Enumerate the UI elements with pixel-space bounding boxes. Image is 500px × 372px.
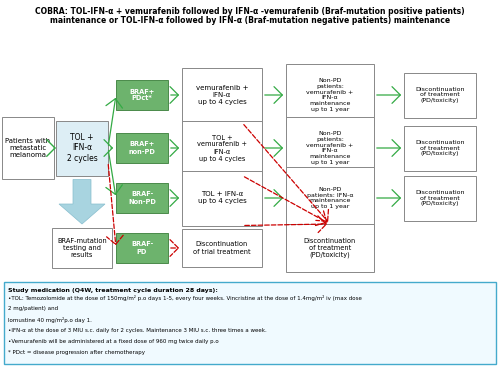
FancyBboxPatch shape [116, 233, 168, 263]
FancyBboxPatch shape [286, 64, 374, 126]
Text: Discontinuation
of treatment
(PD/toxicity): Discontinuation of treatment (PD/toxicit… [304, 238, 356, 258]
Text: TOL + IFN-α
up to 4 cycles: TOL + IFN-α up to 4 cycles [198, 192, 246, 205]
FancyBboxPatch shape [182, 229, 262, 267]
Text: BRAF-mutation
testing and
results: BRAF-mutation testing and results [57, 238, 107, 258]
Text: lomustine 40 mg/m²p.o day 1.: lomustine 40 mg/m²p.o day 1. [8, 317, 92, 323]
Text: BRAF+
PDct*: BRAF+ PDct* [130, 89, 154, 102]
FancyBboxPatch shape [116, 183, 168, 213]
Text: COBRA: TOL-IFN-α + vemurafenib followed by IFN-α -vemurafenib (Braf-mutation pos: COBRA: TOL-IFN-α + vemurafenib followed … [35, 7, 465, 16]
FancyBboxPatch shape [404, 125, 476, 170]
Text: Discontinuation
of trial treatment: Discontinuation of trial treatment [193, 241, 251, 254]
Text: Non-PD
patients:
vemurafenib +
IFN-α
maintenance
up to 1 year: Non-PD patients: vemurafenib + IFN-α mai… [306, 78, 354, 112]
Text: Discontinuation
of treatment
(PD/toxicity): Discontinuation of treatment (PD/toxicit… [415, 190, 465, 206]
FancyBboxPatch shape [286, 224, 374, 272]
FancyBboxPatch shape [404, 176, 476, 221]
Text: TOL +
vemurafenib +
IFN-α
up to 4 cycles: TOL + vemurafenib + IFN-α up to 4 cycles [197, 135, 247, 161]
FancyBboxPatch shape [4, 282, 496, 364]
Text: Discontinuation
of treatment
(PD/toxicity): Discontinuation of treatment (PD/toxicit… [415, 87, 465, 103]
FancyBboxPatch shape [404, 73, 476, 118]
Text: Non-PD
patients: IFN-α
maintenance
up to 1 year: Non-PD patients: IFN-α maintenance up to… [307, 187, 353, 209]
Text: TOL +
IFN-α
2 cycles: TOL + IFN-α 2 cycles [66, 133, 98, 163]
Text: Discontinuation
of treatment
(PD/toxicity): Discontinuation of treatment (PD/toxicit… [415, 140, 465, 156]
FancyBboxPatch shape [182, 67, 262, 122]
FancyBboxPatch shape [286, 167, 374, 229]
Text: vemurafenib +
IFN-α
up to 4 cycles: vemurafenib + IFN-α up to 4 cycles [196, 85, 248, 105]
FancyBboxPatch shape [286, 117, 374, 179]
FancyBboxPatch shape [182, 121, 262, 176]
Text: BRAF+
non-PD: BRAF+ non-PD [128, 141, 156, 154]
Polygon shape [59, 180, 105, 224]
Text: BRAF-
PD: BRAF- PD [131, 241, 153, 254]
FancyBboxPatch shape [116, 80, 168, 110]
Text: maintenance or TOL-IFN-α followed by IFN-α (Braf-mutation negative patients) mai: maintenance or TOL-IFN-α followed by IFN… [50, 16, 450, 25]
Text: •IFN-α at the dose of 3 MIU s.c. daily for 2 cycles. Maintenance 3 MIU s.c. thre: •IFN-α at the dose of 3 MIU s.c. daily f… [8, 328, 267, 333]
Text: Patients with
metastatic
melanoma: Patients with metastatic melanoma [6, 138, 51, 158]
Text: •TOL: Temozolomide at the dose of 150mg/m² p.o days 1-5, every four weeks. Vincr: •TOL: Temozolomide at the dose of 150mg/… [8, 295, 362, 301]
FancyBboxPatch shape [56, 121, 108, 176]
FancyBboxPatch shape [182, 170, 262, 225]
Text: BRAF-
Non-PD: BRAF- Non-PD [128, 192, 156, 205]
Text: •Vemurafenib will be administered at a fixed dose of 960 mg twice daily p.o: •Vemurafenib will be administered at a f… [8, 339, 219, 344]
Text: 2 mg/patient) and: 2 mg/patient) and [8, 306, 58, 311]
FancyBboxPatch shape [52, 228, 112, 268]
FancyBboxPatch shape [2, 117, 54, 179]
FancyBboxPatch shape [116, 133, 168, 163]
Text: * PDct = disease progression after chemotherapy: * PDct = disease progression after chemo… [8, 350, 145, 355]
Text: Non-PD
patients:
vemurafenib +
IFN-α
maintenance
up to 1 year: Non-PD patients: vemurafenib + IFN-α mai… [306, 131, 354, 165]
Text: Study medication (Q4W, treatment cycle duration 28 days):: Study medication (Q4W, treatment cycle d… [8, 288, 218, 293]
